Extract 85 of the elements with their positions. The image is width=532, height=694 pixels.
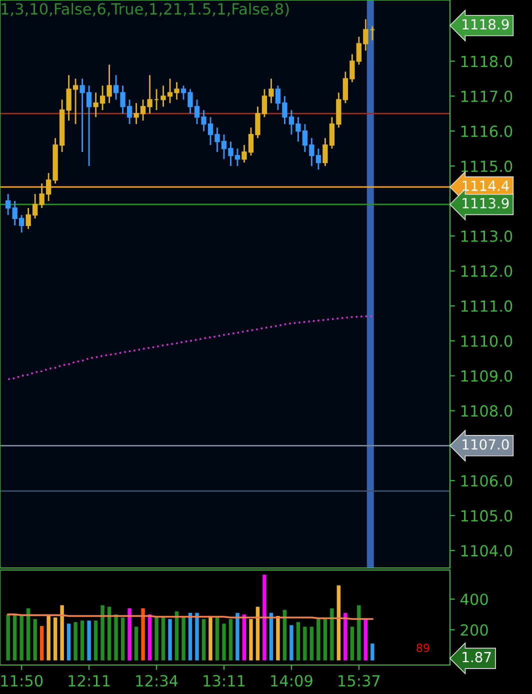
- bar: [370, 644, 374, 660]
- x-tick-label: 11:50: [1, 674, 43, 687]
- bar: [154, 618, 158, 660]
- bar: [323, 619, 328, 660]
- bar: [269, 612, 274, 660]
- bar: [310, 626, 314, 660]
- bar: [303, 626, 307, 660]
- bar: [20, 614, 24, 660]
- y-tick-label: 200: [460, 624, 488, 636]
- bar: [242, 614, 246, 660]
- bar: [168, 619, 172, 660]
- y-tick-label: 1113.0: [461, 230, 512, 242]
- bar: [128, 608, 132, 660]
- bar: [87, 620, 91, 660]
- bar: [120, 618, 125, 660]
- ref-line-label: 1114.4: [462, 180, 509, 191]
- bar: [344, 612, 348, 660]
- y-tick-label: 1105.0: [461, 510, 512, 522]
- line-series: [7, 315, 374, 380]
- bar: [336, 585, 341, 660]
- bar: [296, 622, 300, 660]
- y-tick-label: 1117.0: [461, 90, 512, 102]
- bar: [66, 624, 71, 660]
- y-tick-label: 1108.0: [461, 405, 512, 417]
- bar: [107, 606, 112, 660]
- bar: [80, 620, 84, 660]
- y-tick-label: 1111.0: [461, 300, 512, 312]
- x-tick-label: 15:37: [338, 674, 380, 687]
- bar: [182, 618, 186, 660]
- bar: [357, 605, 361, 660]
- y-tick-label: 1112.0: [461, 265, 512, 277]
- ref-line-label: 1113.9: [462, 198, 509, 209]
- text: 89: [416, 644, 430, 652]
- x-tick-label: 13:11: [204, 674, 245, 687]
- candlestick: [6, 193, 11, 216]
- bar: [364, 619, 368, 660]
- bar: [12, 614, 17, 660]
- x-tick-label: 12:34: [136, 674, 178, 687]
- y-tick-label: 1109.0: [461, 370, 512, 382]
- bar: [290, 625, 294, 660]
- bar: [316, 618, 320, 660]
- text: 1.87: [462, 652, 491, 662]
- bar: [249, 619, 253, 660]
- bar: [276, 616, 280, 660]
- bar: [161, 618, 166, 660]
- bar: [141, 608, 145, 660]
- ref-line-label: 1107.0: [462, 439, 509, 450]
- y-tick-label: 1106.0: [461, 475, 512, 487]
- bar: [208, 616, 212, 660]
- bar: [94, 620, 98, 660]
- bar: [100, 605, 104, 660]
- y-tick-label: 1104.0: [461, 544, 512, 557]
- bar: [40, 626, 44, 660]
- bar: [148, 614, 152, 660]
- bar: [215, 616, 220, 660]
- bar: [330, 608, 334, 660]
- bar: [262, 574, 266, 660]
- bar: [26, 608, 30, 660]
- bar: [74, 622, 78, 660]
- text: 1118.9: [462, 19, 509, 30]
- bar: [6, 614, 10, 660]
- bar: [46, 614, 50, 660]
- bar: [202, 619, 206, 660]
- bar: [114, 614, 118, 660]
- bar: [350, 626, 354, 660]
- bar: [228, 619, 233, 660]
- bar: [134, 626, 138, 660]
- chart-title: 1,3,10,False,6,True,1,21,1.5,1,False,8): [2, 2, 289, 16]
- bar: [60, 605, 64, 660]
- y-tick-label: 1116.0: [461, 126, 512, 138]
- y-tick-label: 1115.0: [461, 160, 512, 172]
- bar: [53, 618, 58, 660]
- bar: [222, 624, 226, 660]
- y-tick-label: 1118.0: [461, 56, 512, 68]
- bar: [188, 612, 192, 660]
- x-tick-label: 12:11: [68, 674, 110, 686]
- bar: [236, 612, 240, 660]
- y-tick-label: 400: [460, 594, 488, 606]
- bar: [174, 611, 179, 660]
- bar: [282, 610, 287, 660]
- y-tick-label: 1110.0: [461, 335, 512, 347]
- bar: [195, 612, 199, 660]
- x-tick-label: 14:09: [271, 674, 312, 687]
- bar: [33, 619, 37, 660]
- bar: [256, 606, 260, 660]
